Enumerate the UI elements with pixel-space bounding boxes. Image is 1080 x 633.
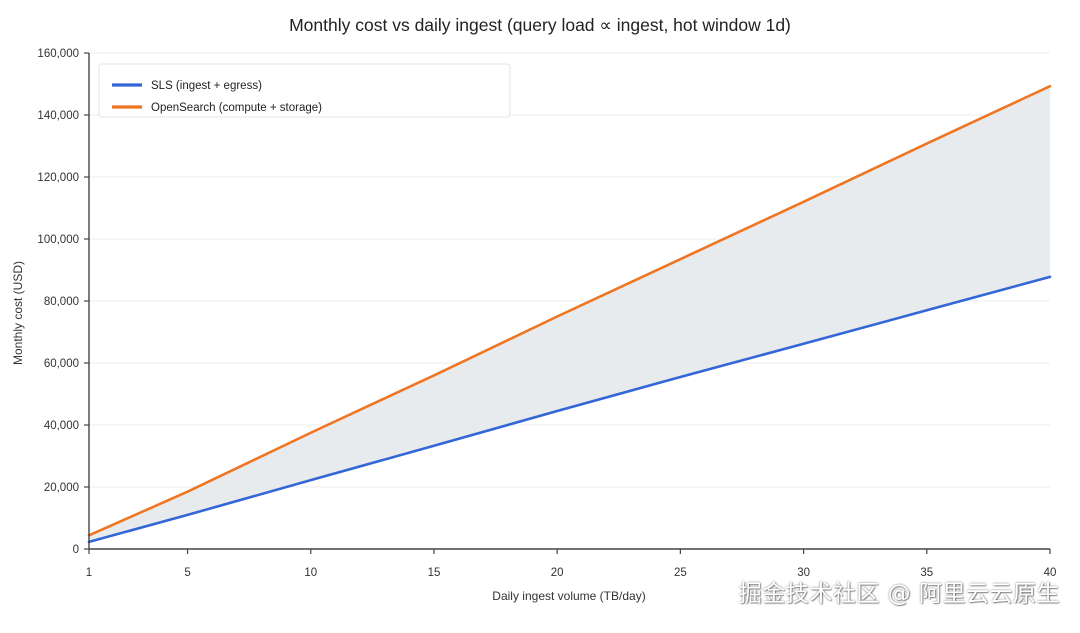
y-tick-labels: 0 20,000 40,000 60,000 80,000 100,000 120,000 1… xyxy=(37,48,79,556)
x-tick-label: 30 xyxy=(797,567,810,579)
x-tick-label: 15 xyxy=(428,567,441,579)
legend-label: SLS (ingest + egress) xyxy=(151,80,262,92)
x-tick-label: 20 xyxy=(551,567,564,579)
chart-title: Monthly cost vs daily ingest (query load… xyxy=(289,15,791,35)
series-line-0 xyxy=(87,275,1052,544)
x-tick-label: 1 xyxy=(86,567,92,579)
legend-label: OpenSearch (compute + storage) xyxy=(151,102,322,114)
y-tick-label: 100,000 xyxy=(37,234,79,246)
y-tick-label: 160,000 xyxy=(37,48,79,60)
y-tick-label: 140,000 xyxy=(37,110,79,122)
x-tick-label: 10 xyxy=(304,567,317,579)
x-tick-label: 35 xyxy=(920,567,933,579)
x-tick-label: 5 xyxy=(184,567,190,579)
y-tick-label: 120,000 xyxy=(37,172,79,184)
x-tick-labels: 1 5 10 15 20 25 30 35 40 xyxy=(86,567,1057,579)
x-axis-label: Daily ingest volume (TB/day) xyxy=(492,589,645,603)
x-tick-label: 40 xyxy=(1044,567,1057,579)
x-tick-label: 25 xyxy=(674,567,687,579)
watermark: 掘金技术社区 @ 阿里云云原生 xyxy=(738,581,1060,607)
y-tick-label: 60,000 xyxy=(44,358,79,370)
y-tick-label: 0 xyxy=(73,544,79,556)
axes xyxy=(84,52,1051,554)
series-lines xyxy=(87,84,1052,544)
y-tick-label: 20,000 xyxy=(44,482,79,494)
y-tick-label: 40,000 xyxy=(44,420,79,432)
legend-box xyxy=(98,63,511,118)
legend: SLS (ingest + egress) OpenSearch (compute… xyxy=(98,63,511,118)
y-tick-label: 80,000 xyxy=(44,296,79,308)
series-line-1 xyxy=(87,84,1052,537)
y-axis-label: Monthly cost (USD) xyxy=(11,261,25,365)
